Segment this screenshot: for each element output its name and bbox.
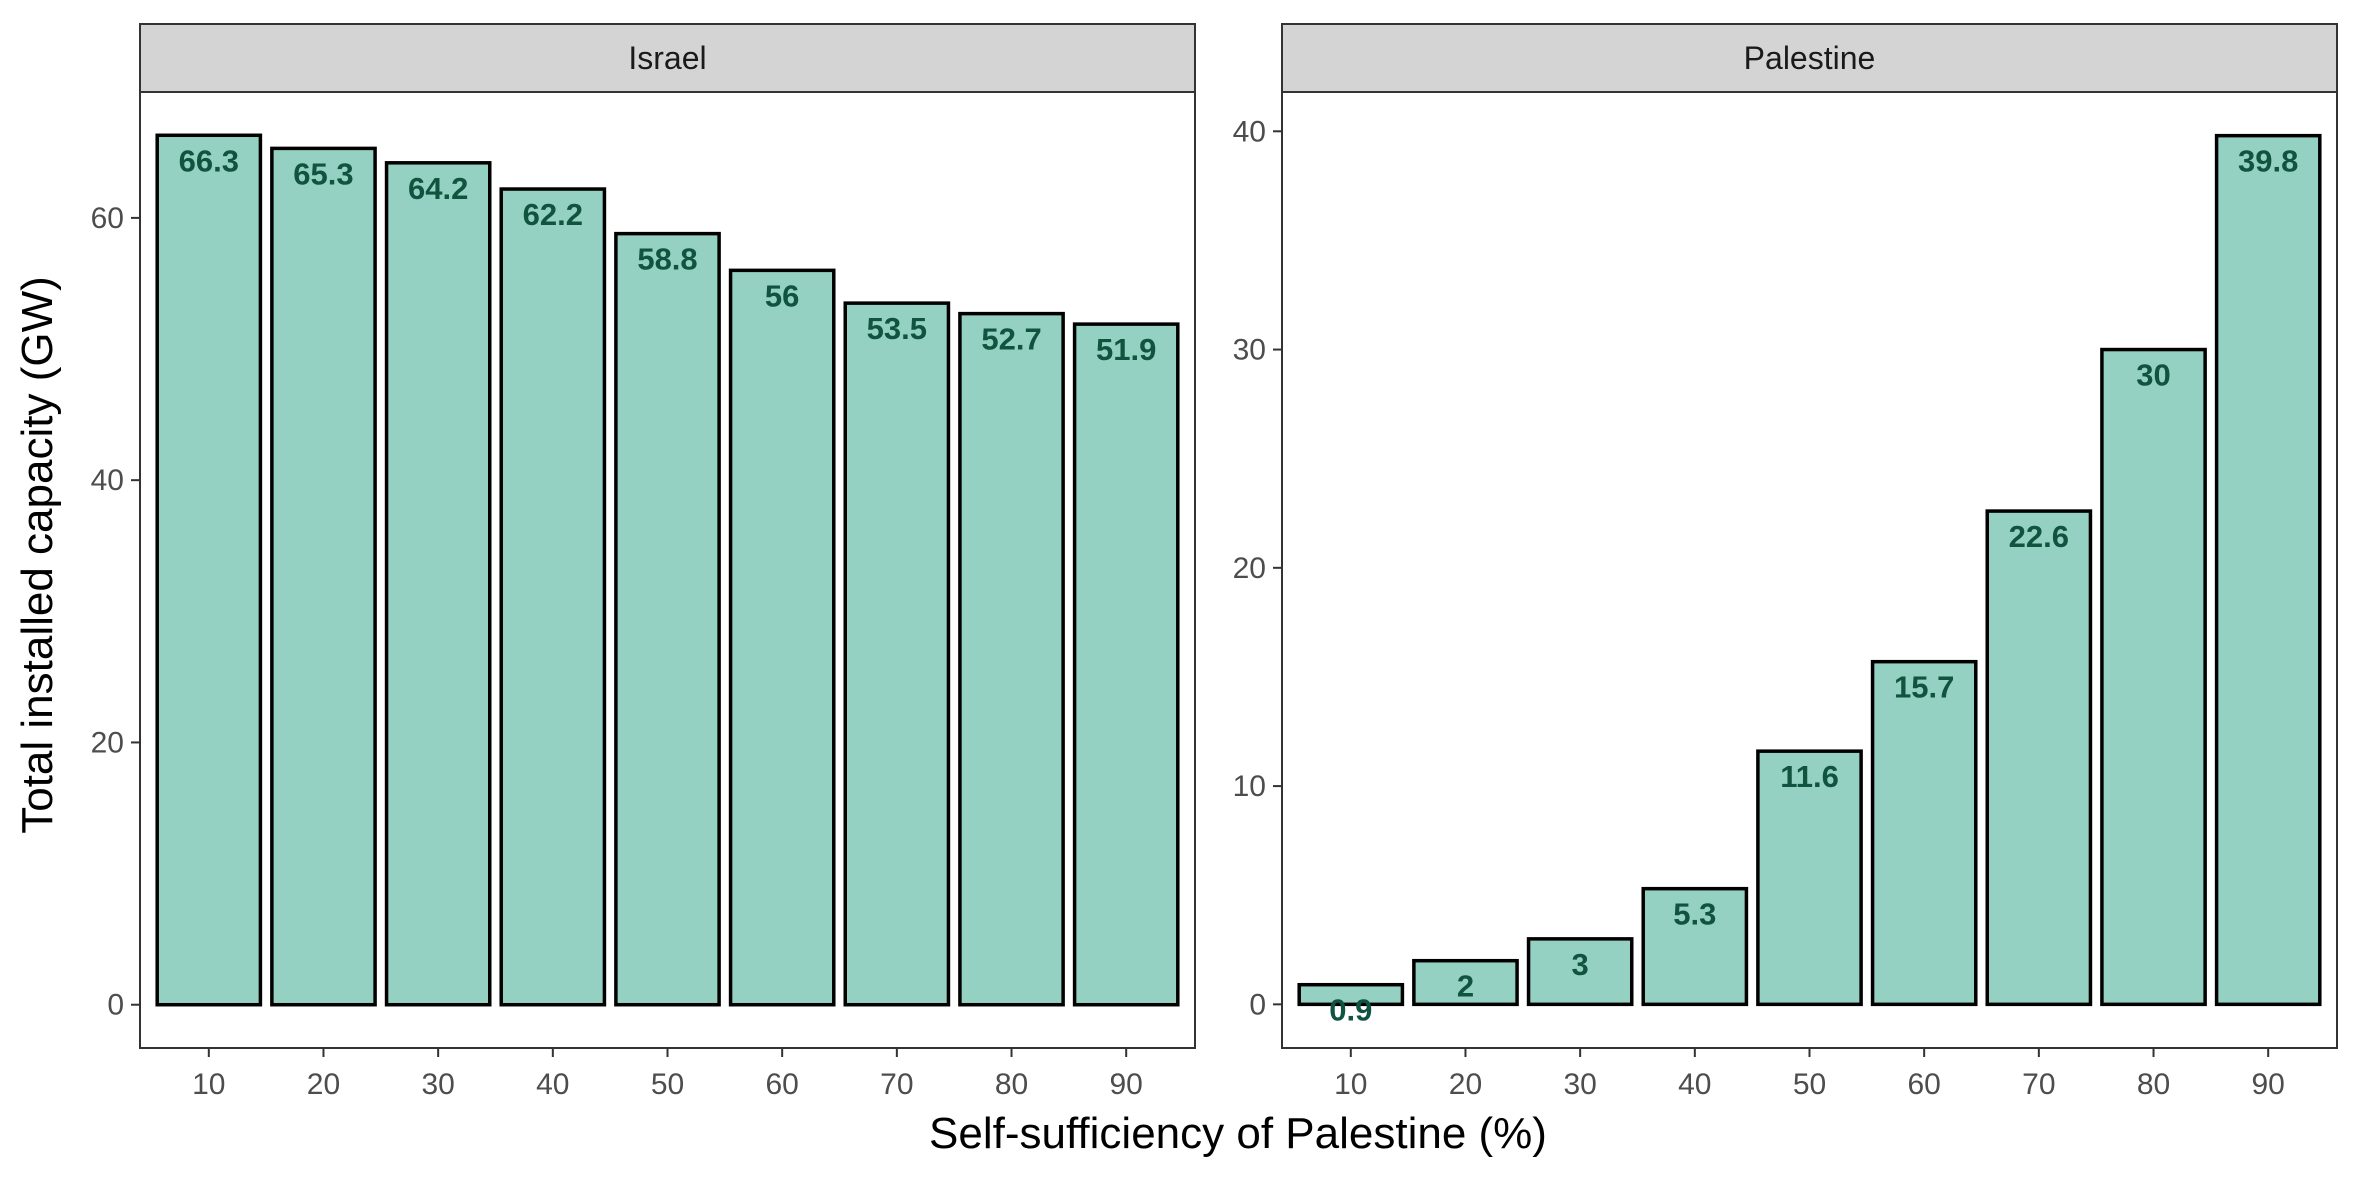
x-tick-label-israel-70: 70 — [880, 1068, 913, 1101]
panel-palestine: Palestine 0.9 2 3 5.3 11.6 15.7 22.6 30 39.8 0 10 20… — [1233, 23, 2338, 1101]
y-tick-label-israel-20: 20 — [91, 726, 124, 759]
data-label-israel-40: 62.2 — [523, 197, 583, 232]
data-label-israel-10: 66.3 — [179, 143, 239, 178]
y-tick-label-palestine-20: 20 — [1233, 552, 1266, 585]
y-tick-label-israel-60: 60 — [91, 202, 124, 235]
data-label-israel-70: 53.5 — [867, 311, 927, 346]
bar-palestine-10 — [1297, 982, 1405, 1007]
y-tick-label-israel-40: 40 — [91, 464, 124, 497]
bar-palestine-70 — [1985, 509, 2093, 1007]
bar-israel-60 — [728, 268, 836, 1007]
bar-israel-30 — [384, 161, 492, 1007]
data-label-palestine-40: 5.3 — [1673, 897, 1716, 932]
y-tick-label-palestine-10: 10 — [1233, 770, 1266, 803]
x-axis-title: Self-sufficiency of Palestine (%) — [929, 1109, 1547, 1158]
x-tick-label-israel-30: 30 — [421, 1068, 454, 1101]
x-tick-label-palestine-10: 10 — [1334, 1068, 1367, 1101]
bar-palestine-80 — [2100, 347, 2207, 1007]
x-tick-label-israel-50: 50 — [651, 1068, 684, 1101]
x-tick-label-palestine-80: 80 — [2137, 1068, 2170, 1101]
bar-palestine-60 — [1870, 659, 1978, 1007]
y-tick-label-palestine-30: 30 — [1233, 334, 1266, 367]
x-tick-label-palestine-30: 30 — [1563, 1068, 1596, 1101]
bar-israel-70 — [843, 301, 951, 1007]
data-label-israel-90: 51.9 — [1096, 332, 1156, 367]
data-label-israel-60: 56 — [765, 278, 799, 313]
bar-palestine-40 — [1641, 886, 1749, 1007]
data-label-palestine-80: 30 — [2136, 358, 2170, 393]
data-label-israel-50: 58.8 — [637, 242, 697, 277]
data-label-palestine-30: 3 — [1572, 947, 1589, 982]
x-tick-label-israel-60: 60 — [765, 1068, 798, 1101]
x-tick-label-palestine-90: 90 — [2252, 1068, 2285, 1101]
strip-label-israel: Israel — [628, 40, 706, 76]
bar-palestine-20 — [1412, 958, 1519, 1007]
y-tick-label-palestine-40: 40 — [1233, 115, 1266, 148]
x-tick-label-palestine-70: 70 — [2022, 1068, 2055, 1101]
x-tick-label-palestine-60: 60 — [1907, 1068, 1940, 1101]
x-tick-label-palestine-40: 40 — [1678, 1068, 1711, 1101]
bar-palestine-50 — [1756, 749, 1863, 1007]
data-label-israel-80: 52.7 — [981, 322, 1041, 357]
data-label-palestine-90: 39.8 — [2238, 144, 2298, 179]
y-tick-label-israel-0: 0 — [107, 989, 124, 1022]
y-tick-label-palestine-0: 0 — [1249, 988, 1266, 1021]
x-tick-label-palestine-50: 50 — [1793, 1068, 1826, 1101]
strip-israel — [139, 23, 1196, 93]
bar-israel-80 — [958, 311, 1065, 1007]
strip-label-palestine: Palestine — [1744, 40, 1876, 76]
data-label-palestine-20: 2 — [1457, 969, 1474, 1004]
bar-palestine-30 — [1526, 937, 1634, 1007]
data-label-israel-20: 65.3 — [293, 156, 353, 191]
data-label-palestine-10: 0.9 — [1329, 993, 1372, 1028]
x-tick-label-palestine-20: 20 — [1449, 1068, 1482, 1101]
bar-israel-50 — [614, 231, 721, 1007]
x-tick-label-israel-80: 80 — [995, 1068, 1028, 1101]
x-tick-label-israel-10: 10 — [192, 1068, 225, 1101]
panel-israel: Israel 66.3 65.3 64.2 62.2 58.8 56 53.5 52.7 51.9… — [91, 23, 1196, 1101]
bar-israel-40 — [499, 187, 607, 1007]
x-tick-label-israel-20: 20 — [307, 1068, 340, 1101]
bar-israel-90 — [1072, 322, 1180, 1007]
x-tick-label-israel-90: 90 — [1110, 1068, 1143, 1101]
bar-palestine-90 — [2214, 133, 2322, 1007]
bar-israel-20 — [270, 146, 377, 1007]
y-axis-title: Total installed capacity (GW) — [13, 276, 62, 834]
data-label-palestine-60: 15.7 — [1894, 670, 1954, 705]
data-label-israel-30: 64.2 — [408, 171, 468, 206]
x-tick-label-israel-40: 40 — [536, 1068, 569, 1101]
bar-israel-10 — [155, 133, 263, 1007]
data-label-palestine-50: 11.6 — [1780, 759, 1839, 794]
data-label-palestine-70: 22.6 — [2009, 519, 2069, 554]
